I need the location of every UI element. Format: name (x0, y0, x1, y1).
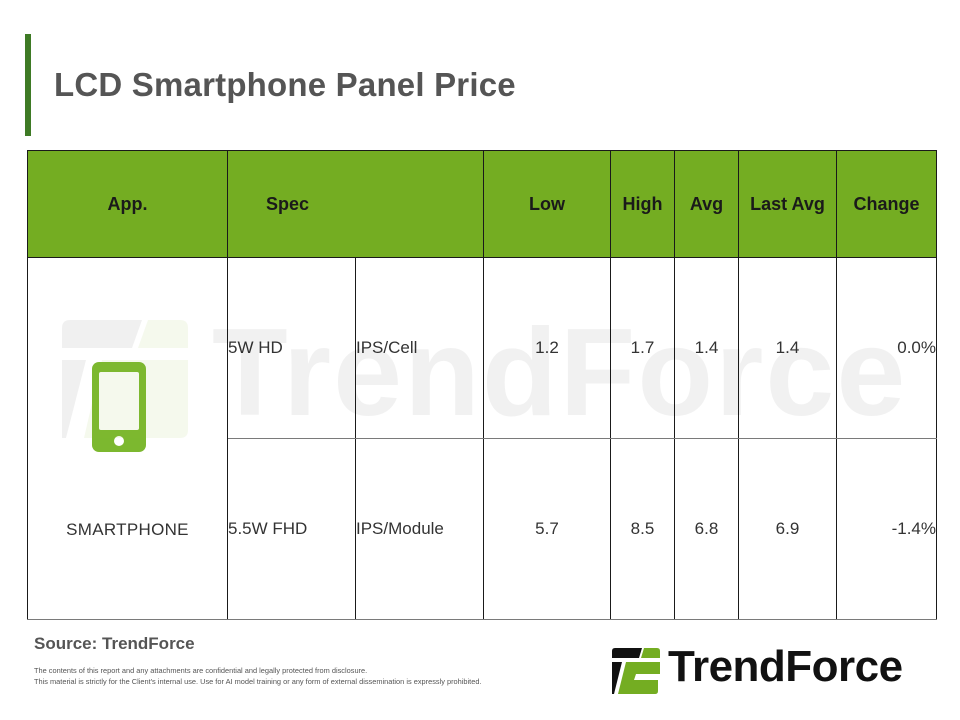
header-spec: Spec (227, 150, 484, 258)
low-value: 1.2 (483, 257, 611, 439)
source-label: Source: TrendForce (34, 634, 195, 653)
disclaimer-line-1: The contents of this report and any atta… (34, 666, 368, 675)
last-avg-value: 1.4 (738, 257, 837, 439)
header-high: High (610, 150, 675, 258)
header-app: App. (27, 150, 228, 258)
avg-value: 1.4 (674, 257, 739, 439)
table-row: SMARTPHONE 5W HD IPS/Cell 1.2 1.7 1.4 1.… (27, 257, 937, 620)
spec-size: 5W HD (227, 257, 356, 439)
high-value: 8.5 (610, 438, 675, 620)
disclaimer: The contents of this report and any atta… (34, 665, 482, 687)
spec-size: 5.5W FHD (227, 438, 356, 620)
spec-type: IPS/Module (355, 438, 484, 620)
price-table: App. Spec Low High Avg Last Avg Change S… (27, 150, 937, 620)
header-low: Low (483, 150, 611, 258)
high-value: 1.7 (610, 257, 675, 439)
change-value: 0.0% (836, 257, 937, 439)
logo-text: TrendForce (668, 642, 903, 691)
page-title: LCD Smartphone Panel Price (54, 66, 516, 103)
title-accent-bar (25, 34, 31, 136)
header-change: Change (836, 150, 937, 258)
table-header-row: App. Spec Low High Avg Last Avg Change (27, 150, 937, 258)
disclaimer-line-2: This material is strictly for the Client… (34, 677, 482, 686)
trendforce-logo-icon (612, 648, 660, 694)
app-cell: SMARTPHONE (27, 257, 228, 620)
avg-value: 6.8 (674, 438, 739, 620)
table-row: 5.5W FHD IPS/Module 5.7 8.5 6.8 6.9 -1.4… (28, 438, 937, 620)
app-label: SMARTPHONE (66, 520, 189, 539)
trendforce-logo: TrendForce (612, 642, 932, 696)
header-avg: Avg (674, 150, 739, 258)
change-value-negative: -1.4% (836, 438, 937, 620)
low-value: 5.7 (483, 438, 611, 620)
last-avg-value: 6.9 (738, 438, 837, 620)
smartphone-icon (92, 362, 146, 452)
spec-type: IPS/Cell (355, 257, 484, 439)
header-last-avg: Last Avg (738, 150, 837, 258)
